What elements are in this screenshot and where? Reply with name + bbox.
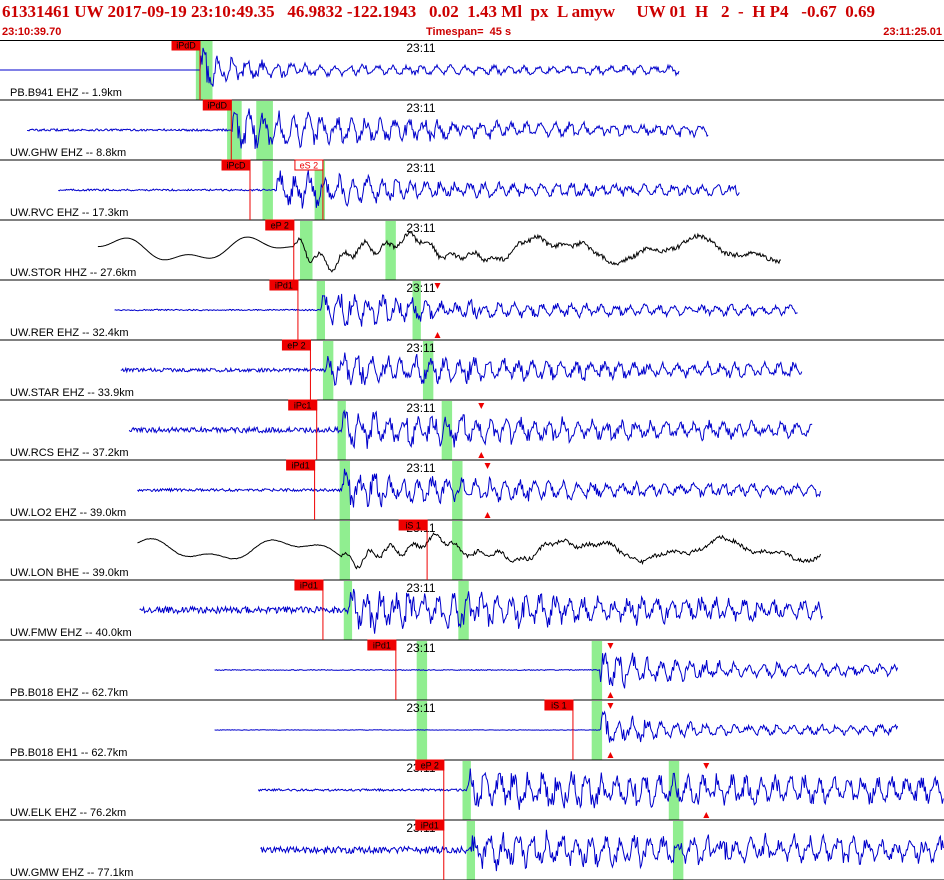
pick-label-2-1: eS 2 (300, 161, 319, 171)
waveform-trace-5 (120, 352, 803, 387)
minute-marker-label-11: 23:11 (406, 701, 435, 715)
waveform-trace-12 (257, 768, 944, 810)
station-label-0: PB.B941 EHZ -- 1.9km (10, 87, 122, 99)
phase-window-2-1 (314, 161, 326, 220)
amp-marker-bottom-12 (703, 812, 710, 818)
phase-window-12-1 (668, 761, 680, 820)
station-label-1: UW.GHW EHZ -- 8.8km (10, 147, 126, 159)
station-label-8: UW.LON BHE -- 39.0km (10, 567, 129, 579)
waveform-trace-0 (0, 47, 680, 87)
minute-marker-label-6: 23:11 (406, 401, 435, 415)
pick-label-3-0: eP 2 (271, 221, 289, 231)
waveform-trace-8 (137, 532, 821, 570)
pick-label-1-0: iPdD (208, 101, 228, 111)
station-label-2: UW.RVC EHZ -- 17.3km (10, 207, 128, 219)
minute-marker-label-7: 23:11 (406, 461, 435, 475)
waveform-trace-10 (214, 652, 899, 689)
phase-window-6-1 (441, 401, 453, 460)
pick-label-11-0: iS 1 (551, 701, 567, 711)
station-label-12: UW.ELK EHZ -- 76.2km (10, 807, 126, 819)
amp-marker-bottom-4 (434, 332, 441, 338)
waveform-trace-9 (139, 588, 824, 634)
minute-marker-label-10: 23:11 (406, 641, 435, 655)
pick-label-0-0: iPdD (176, 41, 196, 51)
waveform-trace-11 (214, 710, 899, 743)
pick-label-2-0: iPcD (227, 161, 247, 171)
pick-label-8-0: iS 1 (405, 521, 421, 531)
end-time-label: 23:11:25.01 (883, 26, 942, 38)
phase-window-3-0 (300, 221, 313, 280)
waveform-trace-7 (137, 468, 821, 508)
pick-label-6-0: iPc1 (294, 401, 312, 411)
amp-marker-bottom-6 (478, 452, 485, 458)
waveform-trace-6 (128, 409, 813, 450)
start-time-label: 23:10:39.70 (2, 26, 62, 38)
event-summary-line: 61331461 UW 2017-09-19 23:10:49.35 46.98… (2, 2, 875, 21)
minute-marker-label-4: 23:11 (406, 281, 435, 295)
minute-marker-label-1: 23:11 (406, 101, 435, 115)
pick-label-9-0: iPd1 (300, 581, 318, 591)
station-label-7: UW.LO2 EHZ -- 39.0km (10, 507, 126, 519)
pick-label-5-0: eP 2 (287, 341, 305, 351)
pick-label-4-0: iPd1 (275, 281, 293, 291)
phase-window-5-0 (322, 341, 334, 400)
waveform-trace-4 (114, 293, 798, 327)
pick-label-13-0: iPd1 (421, 821, 439, 831)
phase-window-7-0 (339, 461, 351, 520)
amp-marker-top-7 (484, 463, 491, 469)
waveform-trace-13 (260, 829, 944, 872)
waveform-trace-3 (97, 231, 781, 273)
phase-window-13-1 (672, 821, 684, 880)
station-label-4: UW.RER EHZ -- 32.4km (10, 327, 129, 339)
phase-window-1-1 (256, 101, 273, 160)
phase-window-3-1 (385, 221, 396, 280)
amp-marker-top-4 (434, 283, 441, 289)
station-label-3: UW.STOR HHZ -- 27.6km (10, 267, 136, 279)
header-bar: 61331461 UW 2017-09-19 23:10:49.35 46.98… (0, 0, 944, 40)
minute-marker-label-9: 23:11 (406, 581, 435, 595)
phase-window-9-1 (458, 581, 469, 640)
waveform-trace-2 (58, 170, 740, 209)
minute-marker-label-0: 23:11 (406, 41, 435, 55)
minute-marker-label-5: 23:11 (406, 341, 435, 355)
station-label-10: PB.B018 EHZ -- 62.7km (10, 687, 128, 699)
amp-marker-bottom-7 (484, 512, 491, 518)
pick-label-7-0: iPd1 (292, 461, 310, 471)
station-label-6: UW.RCS EHZ -- 37.2km (10, 447, 129, 459)
seismogram-panel: 23:11 iPdD PB.B941 EHZ -- 1.9km 23:11 iPdD UW… (0, 40, 944, 880)
phase-window-8-1 (452, 521, 463, 580)
phase-window-1-0 (227, 101, 242, 160)
phase-window-11-0 (416, 701, 428, 760)
station-label-5: UW.STAR EHZ -- 33.9km (10, 387, 134, 399)
amp-marker-top-12 (703, 763, 710, 769)
amp-marker-bottom-11 (607, 752, 614, 758)
minute-marker-label-3: 23:11 (406, 221, 435, 235)
phase-window-4-1 (412, 281, 421, 340)
minute-marker-label-2: 23:11 (406, 161, 435, 175)
timespan-label: Timespan= 45 s (426, 26, 512, 38)
pick-label-12-0: eP 2 (421, 761, 439, 771)
station-label-13: UW.GMW EHZ -- 77.1km (10, 867, 133, 879)
pick-label-10-0: iPd1 (373, 641, 391, 651)
station-label-9: UW.FMW EHZ -- 40.0km (10, 627, 132, 639)
amp-marker-top-10 (607, 643, 614, 649)
phase-window-8-0 (339, 521, 351, 580)
amp-marker-top-6 (478, 403, 485, 409)
amp-marker-top-11 (607, 703, 614, 709)
amp-marker-bottom-10 (607, 692, 614, 698)
station-label-11: PB.B018 EH1 -- 62.7km (10, 747, 127, 759)
waveform-trace-1 (27, 108, 709, 149)
